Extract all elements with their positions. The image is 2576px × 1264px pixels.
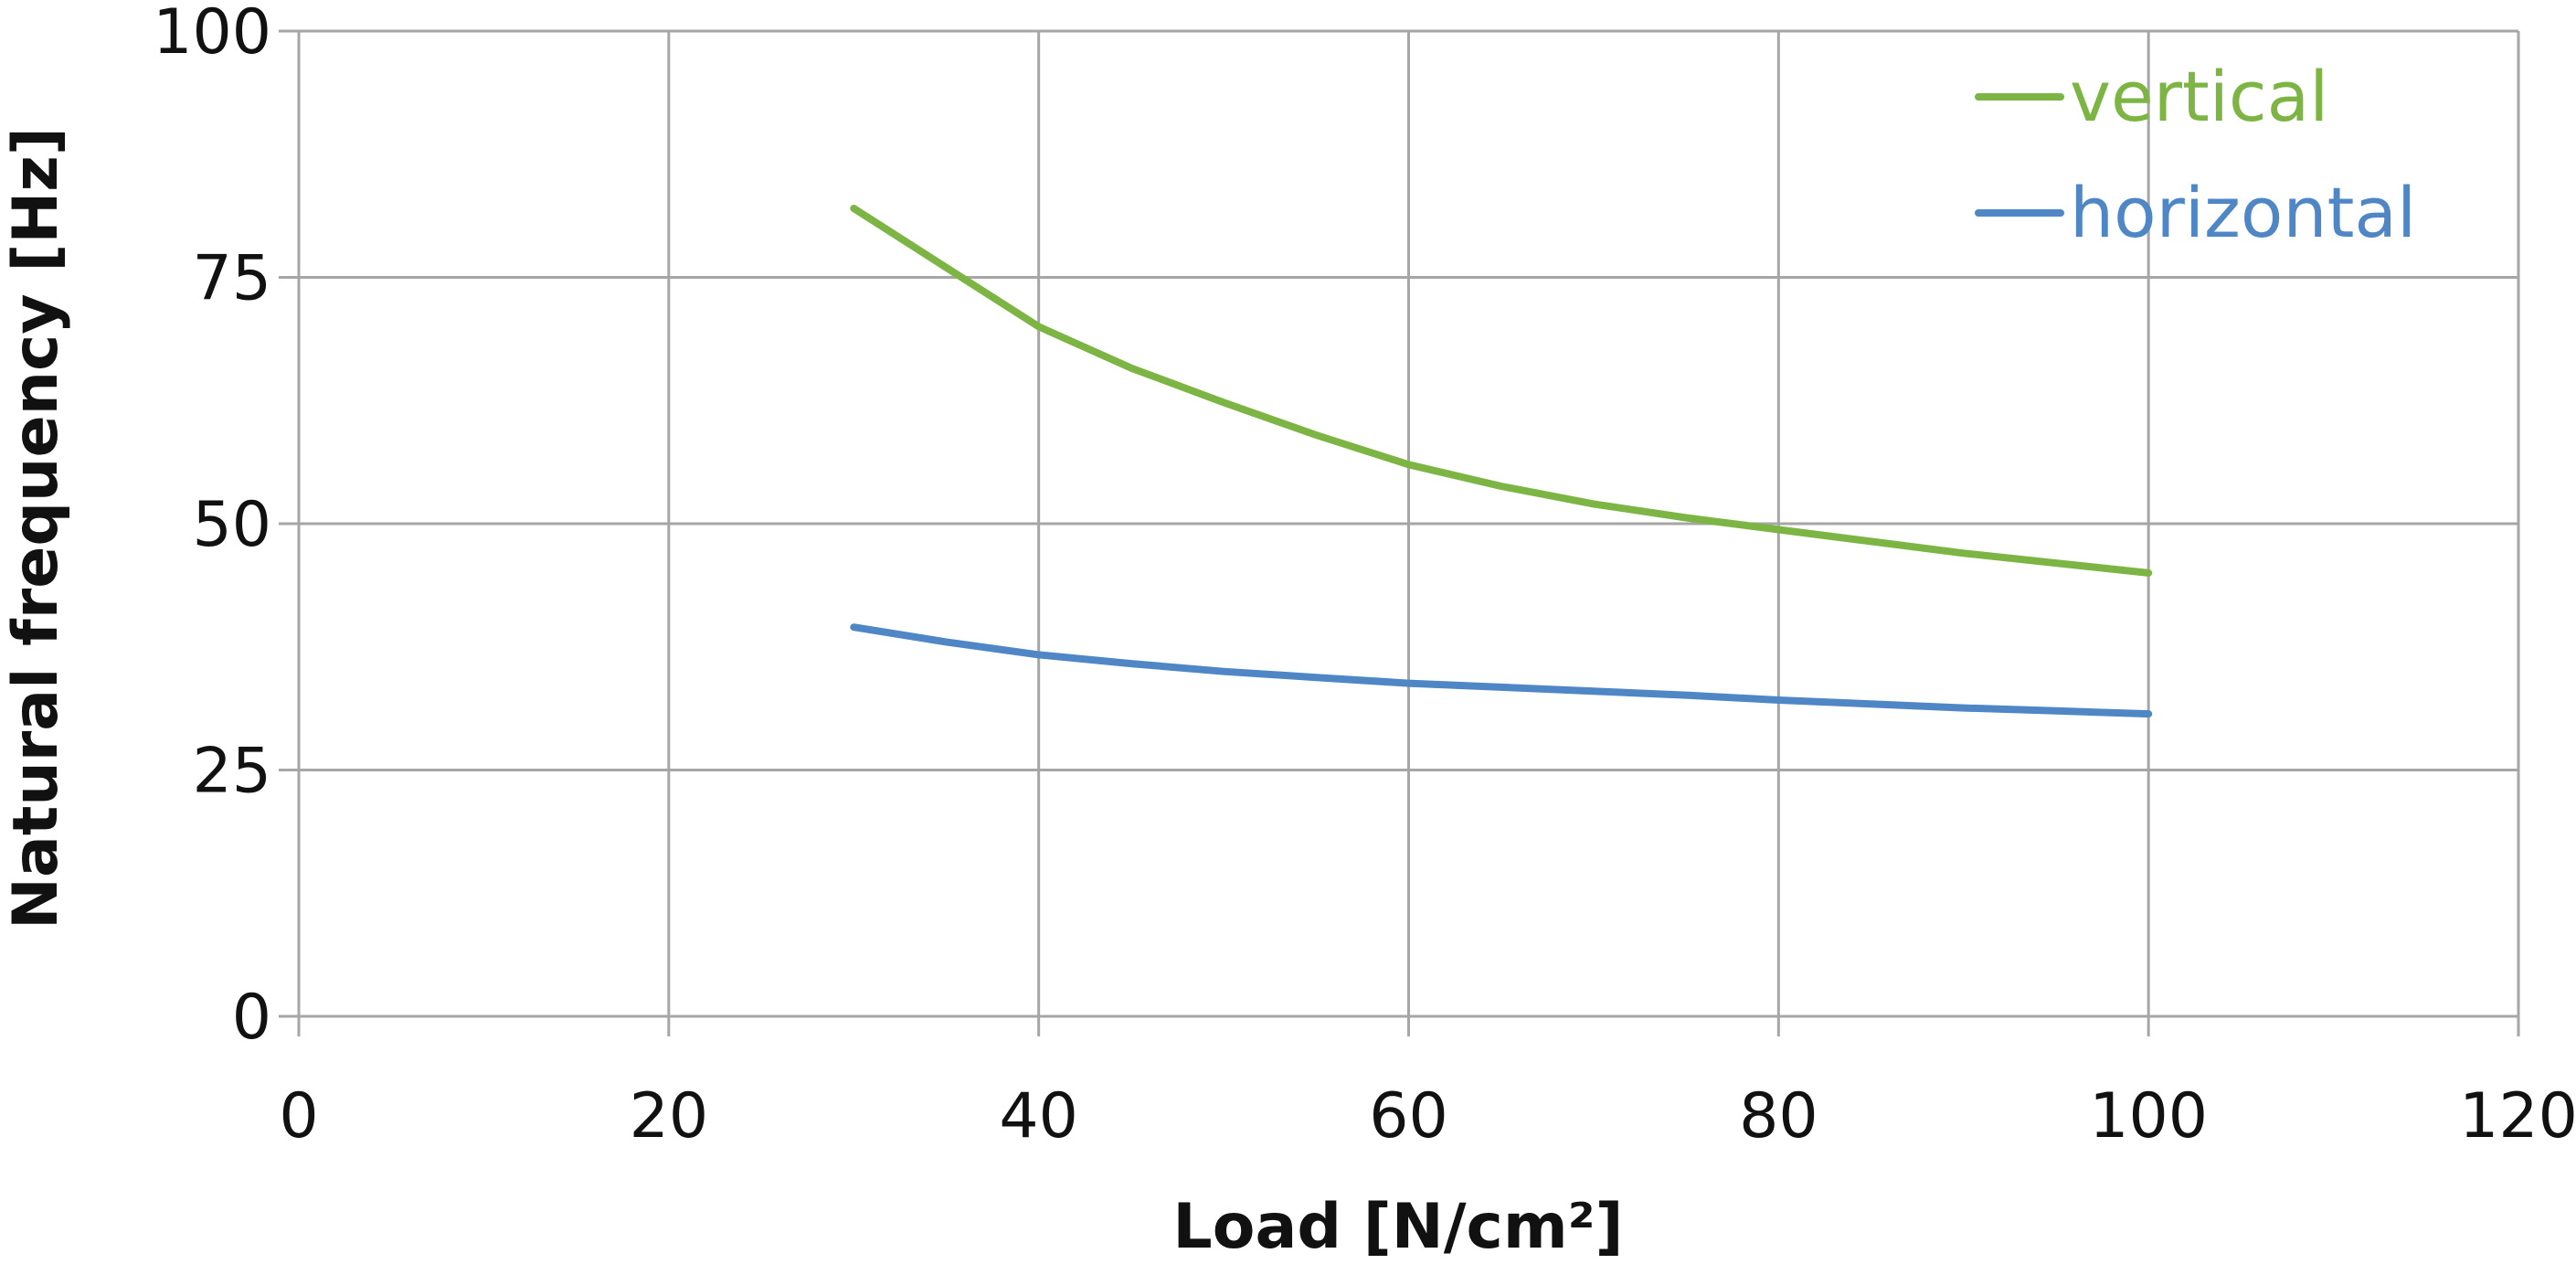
legend-label-vertical: vertical	[2070, 56, 2328, 137]
axes	[279, 29, 2520, 1036]
x-tick-label: 60	[1369, 1080, 1448, 1152]
x-axis-label: Load [N/cm²]	[1172, 1191, 1623, 1259]
y-axis-label: Natural frequency [Hz]	[0, 127, 72, 929]
x-tick-label: 120	[2459, 1080, 2576, 1152]
y-tick-label: 100	[153, 0, 271, 69]
series-group	[850, 205, 2153, 718]
series-line-vertical	[850, 205, 2153, 577]
series-line-horizontal	[850, 623, 2153, 718]
grid	[297, 29, 2520, 1018]
x-tick-label: 80	[1739, 1080, 1818, 1152]
x-tick-labels: 0 20 40 60 80 100 120	[279, 1080, 2576, 1152]
x-tick-label: 0	[279, 1080, 318, 1152]
y-tick-label: 75	[192, 243, 271, 315]
legend-label-horizontal: horizontal	[2070, 172, 2416, 253]
y-tick-labels: 0 25 50 75 100	[153, 0, 271, 1054]
y-tick-label: 0	[232, 982, 271, 1054]
x-tick-label: 20	[630, 1080, 709, 1152]
x-tick-label: 100	[2089, 1080, 2208, 1152]
y-tick-label: 25	[192, 736, 271, 808]
legend: vertical horizontal	[1975, 56, 2416, 253]
x-tick-label: 40	[999, 1080, 1078, 1152]
y-tick-label: 50	[192, 489, 271, 561]
